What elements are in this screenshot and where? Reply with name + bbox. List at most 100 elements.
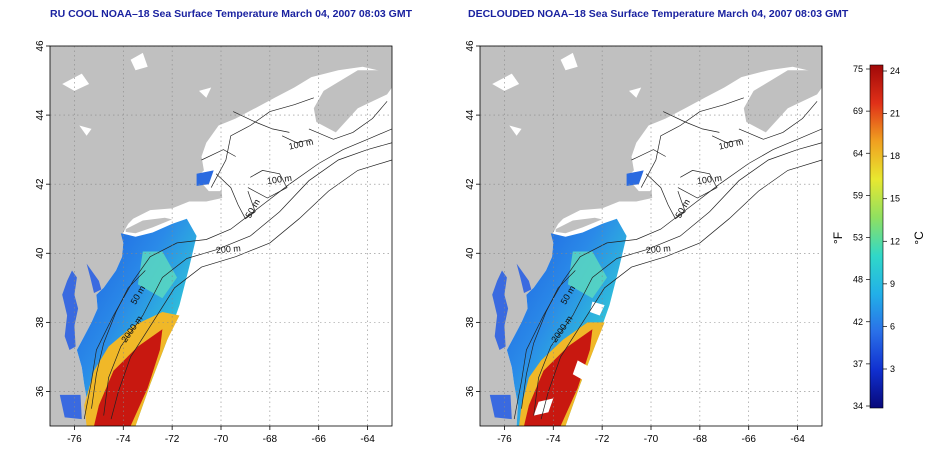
fahrenheit-unit-label: °F bbox=[831, 232, 845, 244]
lake bbox=[79, 125, 92, 136]
pamlico-sound bbox=[59, 394, 82, 420]
sst-cape-cod-bay bbox=[626, 170, 644, 186]
y-tick-label: 40 bbox=[35, 247, 46, 259]
y-tick-label: 44 bbox=[465, 109, 476, 121]
depth-contour bbox=[281, 135, 312, 144]
pamlico-sound bbox=[489, 394, 512, 420]
sst-slope-water bbox=[567, 251, 607, 299]
nova-scotia bbox=[313, 70, 392, 133]
y-tick-label: 38 bbox=[35, 316, 46, 328]
land-mass bbox=[480, 46, 822, 426]
depth-contour bbox=[103, 142, 392, 416]
depth-contour bbox=[83, 128, 392, 420]
depth-contour bbox=[533, 142, 822, 416]
fahrenheit-tick: 53 bbox=[853, 233, 863, 243]
lake bbox=[560, 52, 578, 71]
x-tick-label: -76 bbox=[497, 434, 512, 445]
fahrenheit-tick: 59 bbox=[853, 190, 863, 200]
lake bbox=[492, 73, 520, 91]
lake bbox=[62, 73, 90, 91]
delaware-bay bbox=[86, 263, 102, 293]
fahrenheit-tick: 69 bbox=[853, 106, 863, 116]
y-tick-label: 42 bbox=[465, 178, 476, 190]
sst-slope-water bbox=[137, 251, 177, 299]
depth-contour bbox=[215, 173, 256, 220]
lake bbox=[629, 87, 642, 98]
lake bbox=[130, 52, 148, 71]
depth-contour bbox=[521, 270, 576, 409]
y-tick-label: 38 bbox=[465, 316, 476, 328]
cloud-gap bbox=[533, 398, 554, 416]
lake bbox=[509, 125, 522, 136]
depth-contour bbox=[233, 111, 290, 133]
x-tick-label: -72 bbox=[595, 434, 610, 445]
cloud-gap bbox=[572, 360, 590, 382]
long-island bbox=[555, 217, 603, 234]
fahrenheit-tick: 75 bbox=[853, 64, 863, 74]
fahrenheit-tick: 48 bbox=[853, 275, 863, 285]
x-tick-label: -68 bbox=[263, 434, 278, 445]
fahrenheit-tick: 64 bbox=[853, 148, 863, 158]
depth-contour bbox=[645, 173, 686, 220]
depth-contour bbox=[308, 101, 388, 140]
chesapeake-bay bbox=[62, 270, 79, 350]
x-tick-label: -72 bbox=[165, 434, 180, 445]
celsius-tick: 12 bbox=[890, 236, 900, 246]
celsius-unit-label: °C bbox=[912, 231, 926, 245]
depth-contour bbox=[540, 159, 822, 420]
depth-contour bbox=[738, 101, 818, 140]
left-panel-title: RU COOL NOAA–18 Sea Surface Temperature … bbox=[50, 8, 413, 20]
depth-contour bbox=[677, 170, 718, 199]
celsius-tick: 15 bbox=[890, 194, 900, 204]
x-tick-label: -68 bbox=[693, 434, 708, 445]
colorbar-gradient bbox=[869, 64, 884, 409]
y-tick-label: 44 bbox=[35, 109, 46, 121]
sst-gulf-stream bbox=[94, 329, 163, 426]
x-tick-label: -70 bbox=[644, 434, 659, 445]
celsius-tick: 18 bbox=[890, 151, 900, 161]
fahrenheit-tick: 34 bbox=[853, 401, 863, 411]
x-tick-label: -70 bbox=[214, 434, 229, 445]
x-tick-label: -74 bbox=[116, 434, 131, 445]
depth-contour bbox=[640, 97, 744, 188]
fahrenheit-tick: 37 bbox=[853, 359, 863, 369]
contour-label: 100 m bbox=[696, 173, 722, 186]
lake bbox=[199, 87, 212, 98]
x-tick-label: -74 bbox=[546, 434, 561, 445]
sst-cape-cod-bay bbox=[196, 170, 214, 186]
y-tick-label: 46 bbox=[465, 40, 476, 52]
depth-contour bbox=[110, 159, 392, 420]
x-tick-label: -64 bbox=[790, 434, 805, 445]
right-panel-title: DECLOUDED NOAA–18 Sea Surface Temperatur… bbox=[468, 8, 849, 20]
depth-contour bbox=[631, 149, 666, 161]
x-tick-label: -66 bbox=[311, 434, 326, 445]
temperature-colorbar: 75 69 64 59 53 48 42 37 34 24 21 18 15 12 9 6 3 °F °C bbox=[831, 64, 926, 411]
fahrenheit-tick: 42 bbox=[853, 317, 863, 327]
y-tick-label: 42 bbox=[35, 178, 46, 190]
x-tick-label: -64 bbox=[360, 434, 375, 445]
depth-contour bbox=[210, 97, 314, 188]
y-tick-label: 46 bbox=[35, 40, 46, 52]
y-tick-label: 40 bbox=[465, 247, 476, 259]
depth-contour bbox=[711, 135, 742, 144]
x-tick-label: -66 bbox=[741, 434, 756, 445]
celsius-tick: 9 bbox=[890, 279, 895, 289]
contour-label: 200 m bbox=[215, 243, 241, 255]
celsius-tick: 6 bbox=[890, 321, 895, 331]
celsius-tick: 3 bbox=[890, 364, 895, 374]
depth-contour bbox=[201, 149, 236, 161]
contour-label: 100 m bbox=[266, 173, 292, 186]
depth-contour bbox=[247, 170, 288, 199]
delaware-bay bbox=[516, 263, 532, 293]
contour-label: 200 m bbox=[645, 243, 671, 255]
nova-scotia bbox=[743, 70, 822, 133]
chesapeake-bay bbox=[492, 270, 509, 350]
depth-contour bbox=[513, 128, 822, 420]
depth-contour bbox=[663, 111, 720, 133]
celsius-tick: 21 bbox=[890, 109, 900, 119]
y-tick-label: 36 bbox=[35, 385, 46, 397]
celsius-tick: 24 bbox=[890, 66, 900, 76]
x-tick-label: -76 bbox=[67, 434, 82, 445]
